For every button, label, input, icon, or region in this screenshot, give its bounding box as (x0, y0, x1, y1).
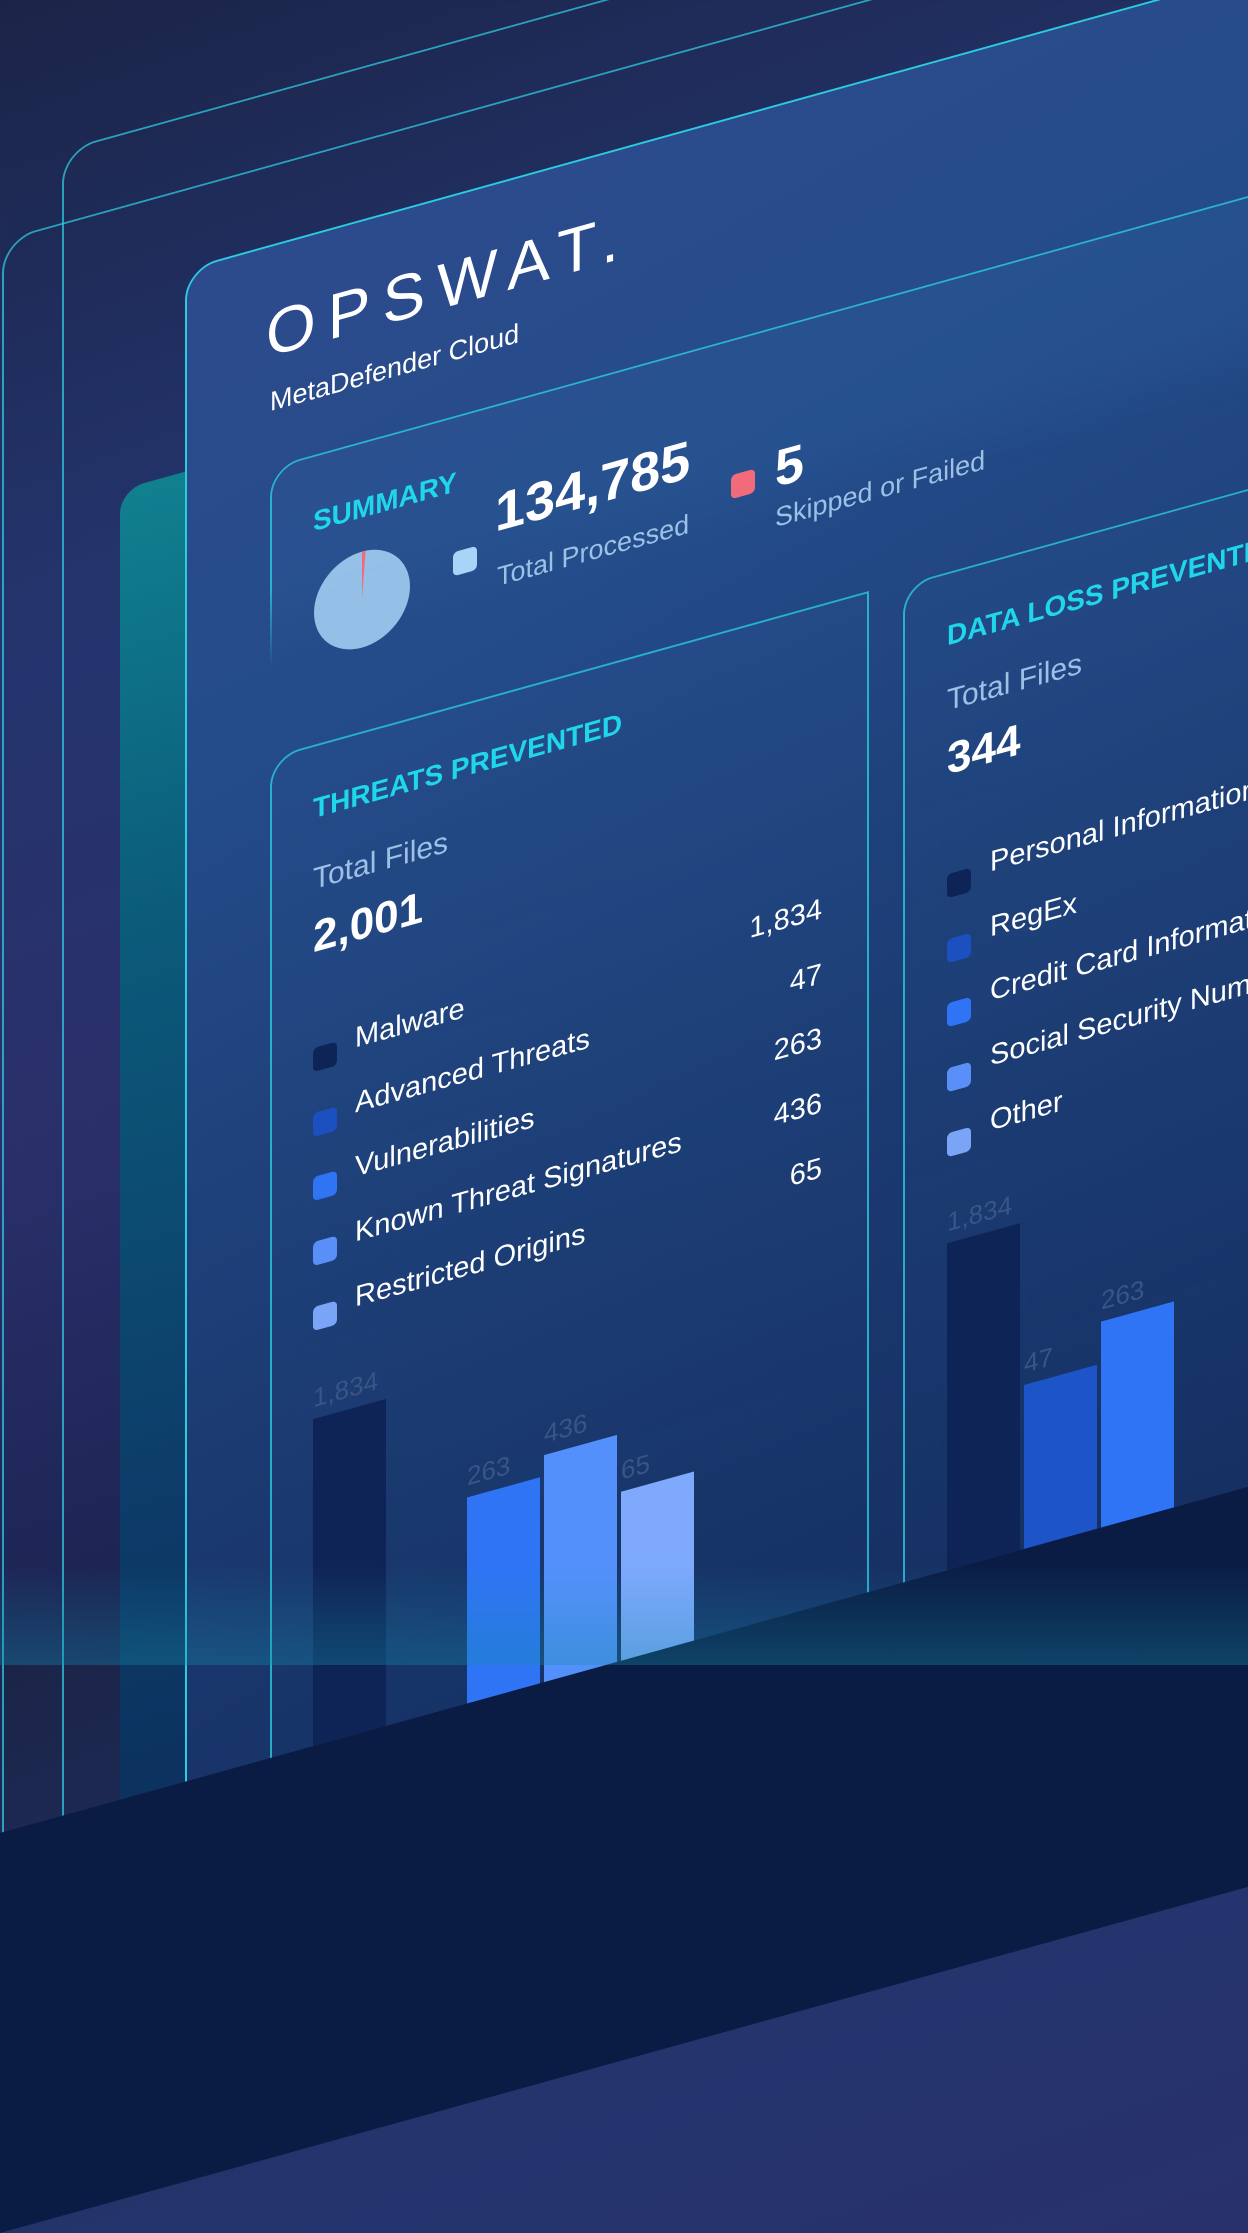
legend-swatch (947, 932, 971, 964)
threats-chart-bar (467, 1476, 540, 1704)
legend-swatch (947, 867, 971, 899)
skipped-value: 5 (775, 433, 804, 500)
dlp-total-value: 344 (947, 715, 1021, 785)
dlp-total-label: Total Files (947, 646, 1083, 718)
legend-swatch (947, 1126, 971, 1158)
dlp-chart-bar (947, 1223, 1020, 1571)
dlp-chart-bar (1024, 1364, 1097, 1550)
threats-chart-bar (313, 1399, 386, 1747)
dlp-category-label: Other (990, 1085, 1063, 1138)
legend-swatch (947, 1061, 971, 1093)
threats-chart-bar (621, 1471, 694, 1661)
dlp-chart-bar-label: 47 (1024, 1340, 1053, 1380)
summary-pie-chart (314, 549, 410, 650)
dlp-category-label: Personal Information (990, 772, 1248, 879)
dlp-category-label: RegEx (990, 887, 1078, 944)
legend-swatch (947, 996, 971, 1028)
pie-slice-skipped (362, 550, 366, 600)
dlp-chart-bar (1101, 1301, 1174, 1528)
threats-chart-bar (544, 1434, 617, 1683)
